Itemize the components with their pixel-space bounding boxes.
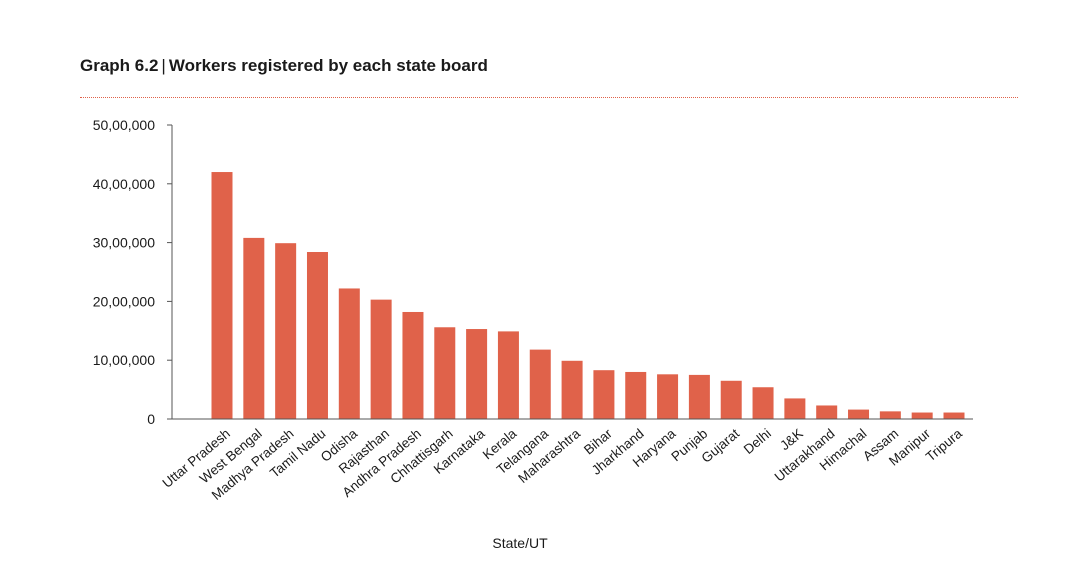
bar [593, 370, 615, 419]
y-tick-label: 20,00,000 [93, 293, 155, 309]
bar [752, 387, 774, 419]
bar [657, 374, 679, 419]
bar [338, 288, 360, 419]
bar [688, 374, 710, 419]
bar [625, 371, 647, 419]
bar [943, 412, 965, 419]
bar [211, 172, 233, 419]
chart-title-text: Workers registered by each state board [168, 56, 488, 75]
bar [848, 409, 870, 419]
bar [911, 412, 933, 419]
chart-title: Graph 6.2 | Workers registered by each sta… [80, 56, 488, 76]
bar-series [211, 172, 965, 419]
bar [497, 331, 519, 419]
x-axis-title: State/UT [492, 535, 548, 551]
bar [402, 311, 424, 419]
y-tick-label: 50,00,000 [93, 117, 155, 133]
chart-title-number: Graph 6.2 [80, 56, 159, 75]
bar [879, 411, 901, 419]
bar [784, 398, 806, 419]
bar [434, 327, 456, 419]
x-tick-label: Delhi [741, 426, 774, 457]
y-tick-label: 40,00,000 [93, 176, 155, 192]
bar [466, 329, 488, 419]
bar [306, 252, 328, 419]
y-tick-label: 30,00,000 [93, 235, 155, 251]
bar [720, 380, 742, 419]
bar [529, 349, 551, 419]
bar [561, 360, 583, 419]
bar [816, 405, 838, 419]
x-tick-label: Tripura [923, 425, 965, 464]
y-tick-label: 10,00,000 [93, 352, 155, 368]
bar [275, 243, 297, 419]
bar [243, 237, 265, 419]
y-axis: 0 10,00,000 20,00,000 30,00,000 40,00,000 50,… [93, 117, 173, 427]
bar [370, 299, 392, 419]
y-tick-label: 0 [147, 411, 155, 427]
chart-title-separator: | [161, 56, 166, 75]
title-divider [80, 97, 1018, 98]
